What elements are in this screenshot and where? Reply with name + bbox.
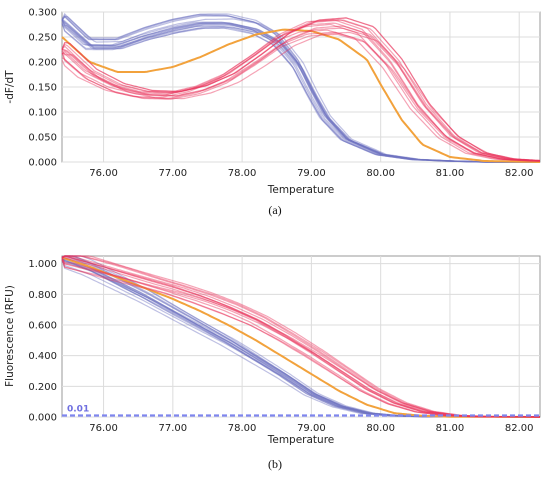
panel-b-series — [61, 255, 541, 418]
panel-a-series — [61, 12, 541, 163]
y-tick-label: 0.250 — [28, 33, 57, 44]
y-tick-label: 0.000 — [28, 413, 57, 424]
panel-b-y-tick-labels: 0.000 0.200 0.400 0.600 0.800 1.000 — [28, 259, 57, 423]
x-tick-label: 77.00 — [159, 168, 188, 179]
series-line-red — [61, 258, 540, 418]
series-line-red — [61, 255, 540, 418]
y-tick-label: 0.300 — [28, 8, 57, 19]
panel-a: 76.00 77.00 78.00 79.00 80.00 81.00 82.00 0.00… — [4, 8, 541, 217]
series-line-red — [62, 22, 540, 162]
x-tick-label: 80.00 — [366, 423, 395, 434]
panel-b-x-axis-label: Temperature — [267, 434, 335, 446]
series-line-blue — [61, 19, 540, 163]
series-line-red — [61, 17, 541, 162]
series-line-blue — [61, 19, 540, 163]
series-line-blue — [61, 22, 540, 163]
series-line-red — [61, 255, 540, 418]
x-tick-label: 82.00 — [505, 168, 534, 179]
series-line-blue — [61, 22, 540, 163]
panel-b-threshold: 0.01 — [62, 404, 540, 417]
series-line-blue — [61, 14, 540, 163]
x-tick-label: 79.00 — [297, 423, 326, 434]
threshold-label: 0.01 — [67, 404, 89, 414]
panel-b-y-axis-label: Fluorescence (RFU) — [4, 285, 16, 387]
x-tick-label: 82.00 — [505, 423, 534, 434]
series-line-red — [61, 31, 541, 162]
series-line-red — [61, 255, 540, 418]
series-line-orange — [61, 256, 540, 418]
series-line-red — [61, 255, 540, 418]
series-line-red — [61, 255, 540, 418]
series-line-red — [61, 256, 540, 418]
series-line-blue — [61, 21, 540, 163]
x-tick-label: 79.00 — [297, 168, 326, 179]
panel-a-caption: (a) — [268, 203, 281, 217]
panel-a-x-axis-label: Temperature — [267, 184, 335, 196]
series-line-red — [61, 257, 541, 418]
y-tick-label: 0.200 — [28, 382, 57, 393]
y-tick-label: 0.000 — [28, 158, 57, 169]
series-line-red — [61, 25, 541, 162]
panel-a-x-tick-labels: 76.00 77.00 78.00 79.00 80.00 81.00 82.00 — [89, 168, 533, 179]
y-tick-label: 0.800 — [28, 290, 57, 301]
series-line-blue — [61, 20, 540, 163]
y-tick-label: 0.200 — [28, 58, 57, 69]
x-tick-label: 78.00 — [228, 168, 257, 179]
x-tick-label: 78.00 — [228, 423, 257, 434]
series-line-red — [61, 19, 541, 162]
y-tick-label: 0.600 — [28, 321, 57, 332]
series-line-red — [61, 256, 540, 418]
x-tick-label: 81.00 — [436, 168, 465, 179]
panel-a-grid — [62, 11, 540, 163]
series-line-red — [61, 255, 540, 418]
x-tick-label: 76.00 — [89, 423, 118, 434]
series-line-red — [61, 33, 541, 162]
series-line-blue — [61, 19, 540, 163]
series-line-red — [61, 31, 540, 162]
series-line-blue — [61, 14, 540, 163]
y-tick-label: 0.100 — [28, 108, 57, 119]
panel-b: 0.01 76.00 77.00 78.00 79.00 80.00 81.00 82.00… — [4, 255, 541, 471]
series-line-red — [61, 23, 540, 162]
y-tick-label: 0.400 — [28, 351, 57, 362]
series-line-blue — [61, 19, 540, 163]
series-line-orange — [61, 28, 540, 163]
panel-b-caption: (b) — [268, 457, 282, 471]
series-line-red — [61, 18, 541, 162]
x-tick-label: 81.00 — [436, 423, 465, 434]
panel-b-plot-area — [61, 255, 541, 418]
series-line-blue — [61, 13, 540, 163]
series-line-red — [61, 19, 540, 162]
y-tick-label: 0.050 — [28, 133, 57, 144]
series-line-blue — [61, 23, 540, 163]
series-line-red — [61, 259, 540, 418]
series-line-red — [61, 255, 540, 418]
series-line-blue — [61, 15, 540, 163]
y-tick-label: 1.000 — [28, 259, 57, 270]
series-line-blue — [61, 18, 540, 163]
series-line-blue — [61, 19, 540, 163]
panel-a-y-tick-labels: 0.000 0.050 0.100 0.150 0.200 0.250 0.300 — [28, 8, 57, 169]
series-line-red — [61, 27, 541, 162]
series-line-red — [61, 29, 540, 162]
series-line-red — [61, 17, 541, 162]
panel-a-y-axis-label: -dF/dT — [4, 70, 16, 104]
x-tick-label: 76.00 — [89, 168, 118, 179]
panel-b-x-tick-labels: 76.00 77.00 78.00 79.00 80.00 81.00 82.00 — [89, 423, 533, 434]
series-line-red — [61, 259, 540, 418]
x-tick-label: 77.00 — [159, 423, 188, 434]
y-tick-label: 0.150 — [28, 83, 57, 94]
series-line-blue — [61, 12, 540, 163]
x-tick-label: 80.00 — [366, 168, 395, 179]
